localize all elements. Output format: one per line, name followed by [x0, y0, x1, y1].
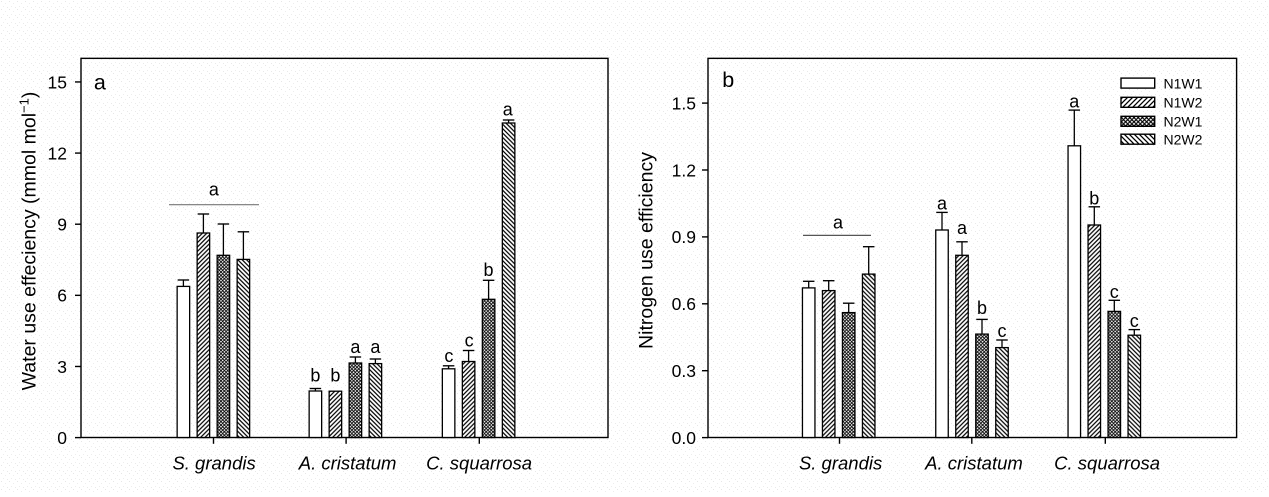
svg-text:N2W1: N2W1: [1164, 114, 1203, 130]
svg-text:b: b: [310, 366, 320, 386]
svg-text:0: 0: [57, 428, 67, 448]
svg-text:a: a: [957, 218, 968, 238]
svg-text:9: 9: [57, 215, 67, 235]
svg-text:a: a: [503, 100, 514, 120]
svg-text:a: a: [209, 180, 220, 200]
svg-text:S. grandis: S. grandis: [799, 453, 882, 474]
svg-text:b: b: [722, 68, 734, 92]
svg-text:c: c: [1110, 282, 1119, 302]
svg-text:1.2: 1.2: [672, 160, 696, 180]
svg-text:b: b: [483, 260, 493, 280]
svg-text:A. cristatum: A. cristatum: [924, 453, 1023, 474]
svg-text:N1W1: N1W1: [1164, 75, 1203, 91]
svg-text:Nitrogen use efficiency: Nitrogen use efficiency: [636, 152, 658, 349]
svg-text:1.5: 1.5: [672, 93, 696, 113]
svg-text:0.9: 0.9: [672, 227, 696, 247]
svg-text:N1W2: N1W2: [1164, 95, 1203, 111]
svg-text:c: c: [998, 321, 1007, 341]
svg-text:A. cristatum: A. cristatum: [298, 453, 397, 474]
svg-text:Water use effeciency (mmol mol: Water use effeciency (mmol mol−1): [17, 92, 41, 391]
svg-text:0.0: 0.0: [672, 428, 697, 448]
svg-text:a: a: [1069, 92, 1080, 112]
svg-text:a: a: [833, 213, 844, 233]
svg-text:0.6: 0.6: [672, 294, 696, 314]
svg-text:a: a: [937, 193, 948, 213]
svg-text:a: a: [350, 337, 361, 357]
svg-text:15: 15: [48, 72, 67, 92]
svg-text:C. squarrosa: C. squarrosa: [1054, 453, 1160, 474]
svg-text:6: 6: [57, 286, 67, 306]
svg-text:0.3: 0.3: [672, 361, 696, 381]
svg-text:S. grandis: S. grandis: [172, 453, 255, 474]
svg-text:c: c: [444, 346, 453, 366]
svg-text:3: 3: [57, 357, 67, 377]
svg-text:C. squarrosa: C. squarrosa: [426, 453, 532, 474]
svg-text:12: 12: [48, 143, 67, 163]
svg-text:b: b: [330, 366, 340, 386]
svg-text:b: b: [1089, 188, 1099, 208]
svg-text:c: c: [1130, 311, 1139, 331]
svg-text:c: c: [465, 331, 474, 351]
svg-text:a: a: [94, 70, 106, 94]
svg-text:N2W2: N2W2: [1164, 131, 1203, 147]
svg-text:a: a: [370, 337, 381, 357]
svg-text:b: b: [977, 298, 987, 318]
